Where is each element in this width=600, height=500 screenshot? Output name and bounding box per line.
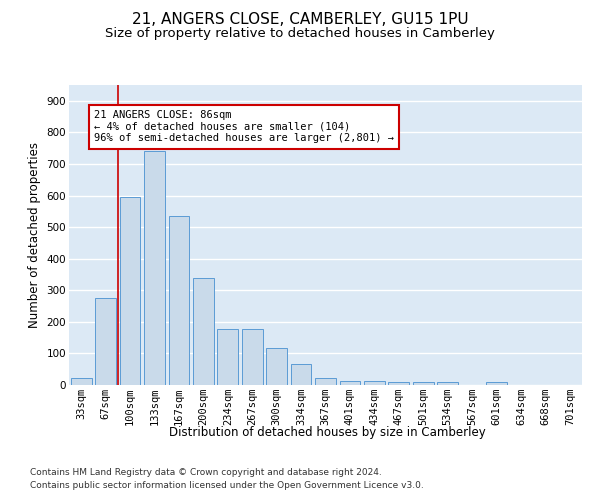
Bar [266, 348, 287, 385]
Bar [169, 216, 190, 385]
Bar [290, 364, 311, 385]
Bar [437, 382, 458, 385]
Bar [71, 378, 92, 385]
Bar [217, 329, 238, 385]
Text: 21 ANGERS CLOSE: 86sqm
← 4% of detached houses are smaller (104)
96% of semi-det: 21 ANGERS CLOSE: 86sqm ← 4% of detached … [94, 110, 394, 144]
Text: Contains public sector information licensed under the Open Government Licence v3: Contains public sector information licen… [30, 480, 424, 490]
Bar [193, 278, 214, 385]
Bar [95, 298, 116, 385]
Bar [486, 382, 507, 385]
Text: Contains HM Land Registry data © Crown copyright and database right 2024.: Contains HM Land Registry data © Crown c… [30, 468, 382, 477]
Bar [413, 382, 434, 385]
Text: Distribution of detached houses by size in Camberley: Distribution of detached houses by size … [169, 426, 485, 439]
Bar [242, 329, 263, 385]
Bar [315, 378, 336, 385]
Bar [119, 197, 140, 385]
Bar [144, 152, 165, 385]
Text: Size of property relative to detached houses in Camberley: Size of property relative to detached ho… [105, 28, 495, 40]
Bar [340, 380, 361, 385]
Text: 21, ANGERS CLOSE, CAMBERLEY, GU15 1PU: 21, ANGERS CLOSE, CAMBERLEY, GU15 1PU [131, 12, 469, 28]
Bar [364, 380, 385, 385]
Y-axis label: Number of detached properties: Number of detached properties [28, 142, 41, 328]
Bar [388, 382, 409, 385]
